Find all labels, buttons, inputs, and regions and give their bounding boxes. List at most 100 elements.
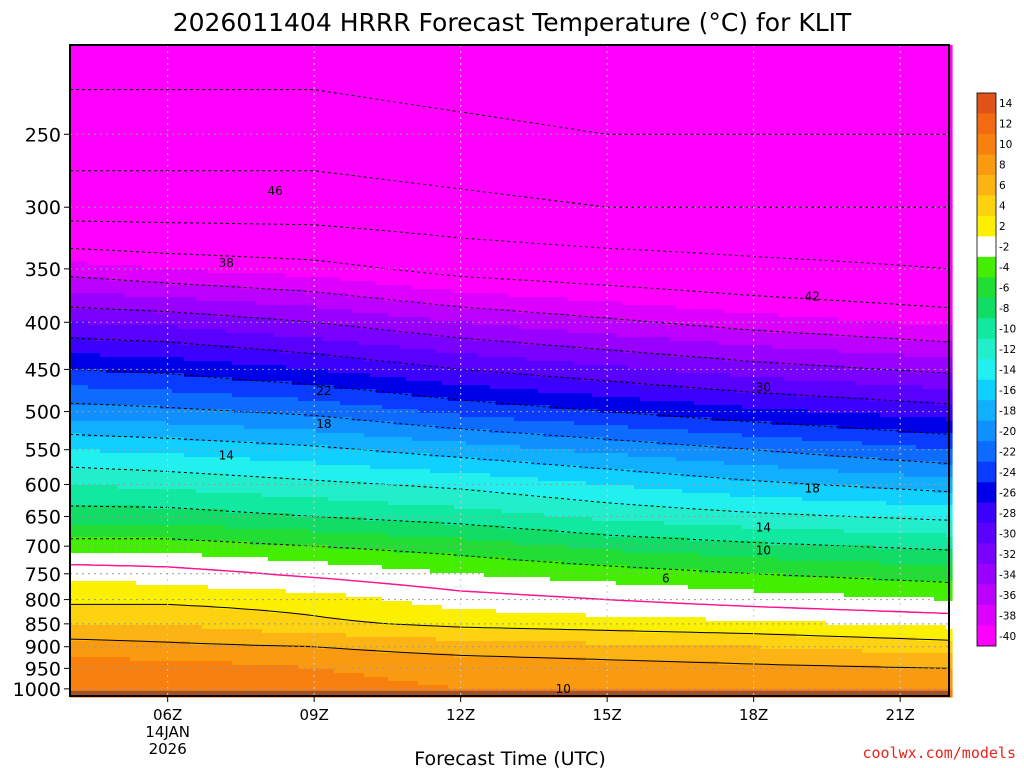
temperature-cell bbox=[196, 421, 203, 426]
temperature-cell bbox=[124, 329, 131, 334]
temperature-cell bbox=[220, 217, 227, 222]
temperature-cell bbox=[250, 113, 257, 118]
temperature-cell bbox=[160, 277, 167, 282]
temperature-cell bbox=[142, 609, 149, 614]
temperature-cell bbox=[82, 121, 89, 126]
temperature-cell bbox=[232, 537, 239, 542]
temperature-cell bbox=[154, 97, 161, 102]
temperature-cell bbox=[154, 577, 161, 582]
temperature-cell bbox=[148, 481, 155, 486]
temperature-cell bbox=[142, 425, 149, 430]
temperature-cell bbox=[214, 601, 221, 606]
temperature-cell bbox=[76, 497, 83, 502]
temperature-cell bbox=[130, 349, 137, 354]
temperature-cell bbox=[142, 585, 149, 590]
temperature-cell bbox=[118, 509, 125, 514]
temperature-cell bbox=[178, 525, 185, 530]
temperature-cell bbox=[226, 529, 233, 534]
temperature-cell bbox=[130, 101, 137, 106]
temperature-cell bbox=[112, 673, 119, 678]
temperature-cell bbox=[100, 293, 107, 298]
temperature-cell bbox=[124, 477, 131, 482]
temperature-cell bbox=[208, 61, 215, 66]
temperature-cell bbox=[142, 497, 149, 502]
temperature-cell bbox=[70, 541, 77, 546]
temperature-cell bbox=[214, 369, 221, 374]
temperature-cell bbox=[238, 273, 245, 278]
temperature-cell bbox=[142, 77, 149, 82]
temperature-cell bbox=[94, 469, 101, 474]
temperature-cell bbox=[172, 493, 179, 498]
temperature-cell bbox=[226, 321, 233, 326]
temperature-cell bbox=[88, 149, 95, 154]
temperature-cell bbox=[82, 433, 89, 438]
temperature-cell bbox=[106, 417, 113, 422]
temperature-cell bbox=[244, 405, 251, 410]
temperature-cell bbox=[184, 57, 191, 62]
temperature-cell bbox=[124, 677, 131, 682]
temperature-cell bbox=[154, 273, 161, 278]
temperature-cell bbox=[94, 217, 101, 222]
temperature-cell bbox=[178, 253, 185, 258]
temperature-cell bbox=[154, 401, 161, 406]
temperature-cell bbox=[244, 553, 251, 558]
temperature-cell bbox=[166, 81, 173, 86]
temperature-cell bbox=[142, 149, 149, 154]
temperature-cell bbox=[118, 621, 125, 626]
temperature-cell bbox=[112, 613, 119, 618]
temperature-cell bbox=[238, 677, 245, 682]
temperature-cell bbox=[76, 301, 83, 306]
temperature-cell bbox=[70, 641, 77, 646]
temperature-cell bbox=[124, 217, 131, 222]
temperature-cell bbox=[124, 241, 131, 246]
temperature-cell bbox=[136, 513, 143, 518]
temperature-cell bbox=[94, 273, 101, 278]
temperature-cell bbox=[214, 581, 221, 586]
temperature-cell bbox=[178, 153, 185, 158]
temperature-cell bbox=[142, 537, 149, 542]
temperature-cell bbox=[244, 133, 251, 138]
temperature-cell bbox=[172, 325, 179, 330]
temperature-cell bbox=[208, 665, 215, 670]
temperature-cell bbox=[244, 493, 251, 498]
temperature-cell bbox=[100, 345, 107, 350]
temperature-cell bbox=[106, 133, 113, 138]
temperature-cell bbox=[94, 297, 101, 302]
temperature-cell bbox=[118, 681, 125, 686]
temperature-cell bbox=[244, 613, 251, 618]
temperature-cell bbox=[160, 601, 167, 606]
temperature-cell bbox=[160, 305, 167, 310]
temperature-cell bbox=[142, 269, 149, 274]
temperature-cell bbox=[136, 269, 143, 274]
temperature-cell bbox=[94, 409, 101, 414]
temperature-cell bbox=[232, 333, 239, 338]
temperature-cell bbox=[112, 249, 119, 254]
temperature-cell bbox=[208, 561, 215, 566]
temperature-cell bbox=[178, 653, 185, 658]
temperature-cell bbox=[148, 585, 155, 590]
temperature-cell bbox=[82, 485, 89, 490]
temperature-cell bbox=[226, 345, 233, 350]
temperature-cell bbox=[208, 537, 215, 542]
temperature-cell bbox=[160, 265, 167, 270]
temperature-cell bbox=[250, 229, 257, 234]
temperature-cell bbox=[232, 409, 239, 414]
temperature-cell bbox=[124, 73, 131, 78]
temperature-cell bbox=[190, 469, 197, 474]
temperature-cell bbox=[112, 245, 119, 250]
temperature-cell bbox=[172, 153, 179, 158]
temperature-cell bbox=[82, 317, 89, 322]
temperature-cell bbox=[238, 181, 245, 186]
temperature-cell bbox=[208, 57, 215, 62]
temperature-cell bbox=[220, 585, 227, 590]
temperature-cell bbox=[76, 677, 83, 682]
temperature-cell bbox=[220, 237, 227, 242]
temperature-cell bbox=[166, 413, 173, 418]
temperature-cell bbox=[148, 389, 155, 394]
temperature-cell bbox=[106, 53, 113, 58]
temperature-cell bbox=[118, 497, 125, 502]
temperature-cell bbox=[118, 73, 125, 78]
temperature-cell bbox=[154, 85, 161, 90]
temperature-cell bbox=[130, 561, 137, 566]
temperature-cell bbox=[106, 685, 113, 690]
